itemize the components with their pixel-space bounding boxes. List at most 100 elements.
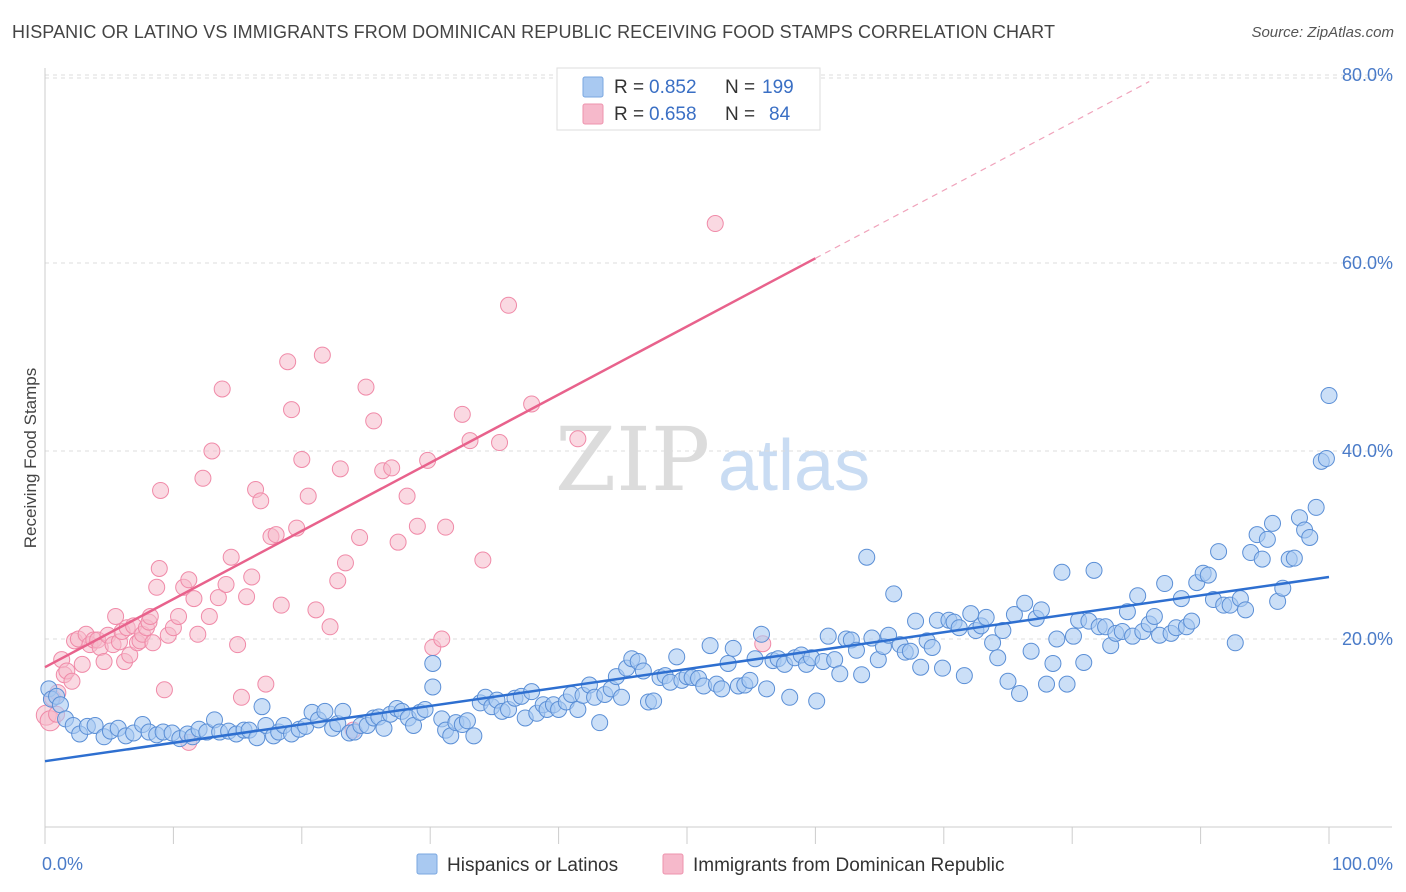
point-dominican-89 xyxy=(491,434,509,452)
tick-labels: 20.0% 40.0% 60.0% 80.0% 0.0% 100.0% xyxy=(42,65,1393,874)
point-hispanic-174 xyxy=(1058,675,1076,693)
point-dominican-44 xyxy=(189,625,207,643)
point-dominican-54 xyxy=(238,588,256,606)
point-hispanic-219 xyxy=(1301,528,1319,546)
point-dominican-67 xyxy=(307,601,325,619)
point-hispanic-146 xyxy=(907,612,925,630)
point-hispanic-111 xyxy=(713,680,731,698)
point-dominican-45 xyxy=(194,469,212,487)
point-dominican-65 xyxy=(293,450,311,468)
legend-n-label-2: N = xyxy=(725,104,755,125)
legend-r-label-2: R = xyxy=(614,104,644,125)
y-tick-label-3: 80.0% xyxy=(1342,65,1393,85)
point-dominican-79 xyxy=(389,533,407,551)
point-hispanic-159 xyxy=(977,608,995,626)
point-hispanic-171 xyxy=(1044,654,1062,672)
point-dominican-47 xyxy=(203,442,221,460)
point-dominican-37 xyxy=(155,681,173,699)
point-dominican-71 xyxy=(331,460,349,478)
point-dominican-90 xyxy=(500,296,518,314)
point-dominican-8 xyxy=(63,672,81,690)
watermark-zip: ZIP xyxy=(555,408,710,511)
point-hispanic-123 xyxy=(781,688,799,706)
point-dominican-57 xyxy=(252,492,270,510)
point-hispanic-142 xyxy=(885,585,903,603)
point-hispanic-85 xyxy=(569,701,587,718)
point-dominican-60 xyxy=(267,526,285,544)
point-hispanic-60 xyxy=(424,678,442,696)
point-dominican-81 xyxy=(408,517,426,535)
point-dominican-36 xyxy=(152,481,170,499)
point-dominican-46 xyxy=(200,607,218,625)
point-hispanic-31 xyxy=(253,698,271,716)
point-dominican-86 xyxy=(453,405,471,423)
point-dominican-84 xyxy=(433,630,451,648)
x-tick-label-0: 0.0% xyxy=(42,854,83,874)
point-hispanic-170 xyxy=(1038,675,1056,693)
point-hispanic-89 xyxy=(591,714,609,732)
point-dominican-63 xyxy=(283,401,301,419)
point-hispanic-210 xyxy=(1253,550,1271,568)
point-hispanic-131 xyxy=(826,651,844,669)
legend-r-label-1: R = xyxy=(614,77,644,98)
point-hispanic-118 xyxy=(752,625,770,643)
watermark-atlas: atlas xyxy=(718,426,870,506)
point-hispanic-41 xyxy=(316,702,334,720)
point-hispanic-169 xyxy=(1032,601,1050,619)
point-dominican-76 xyxy=(365,412,383,430)
point-dominican-33 xyxy=(144,634,162,652)
legend-bottom: Hispanics or Latinos Immigrants from Dom… xyxy=(416,853,1005,876)
point-dominican-49 xyxy=(213,380,231,398)
point-dominican-92 xyxy=(569,430,587,448)
y-tick-label-2: 60.0% xyxy=(1342,253,1393,273)
point-hispanic-66 xyxy=(458,712,476,730)
point-hispanic-116 xyxy=(741,671,759,689)
legend-n-value-2: 84 xyxy=(769,104,791,125)
point-dominican-25 xyxy=(121,646,139,664)
point-hispanic-149 xyxy=(923,638,941,656)
point-dominican-48 xyxy=(209,589,227,607)
point-hispanic-113 xyxy=(724,639,742,657)
trend-line-dominican-extension xyxy=(815,81,1150,259)
point-dominican-42 xyxy=(180,571,198,589)
point-hispanic-154 xyxy=(950,619,968,637)
point-hispanic-8 xyxy=(86,716,104,734)
point-dominican-11 xyxy=(73,655,91,673)
legend-r-value-1: 0.852 xyxy=(649,77,697,98)
point-dominican-51 xyxy=(222,548,240,566)
point-hispanic-145 xyxy=(901,642,919,660)
point-dominican-72 xyxy=(336,554,354,572)
point-hispanic-119 xyxy=(758,680,776,698)
legend-bottom-label-1: Hispanics or Latinos xyxy=(447,855,618,876)
point-dominican-35 xyxy=(150,560,168,577)
point-hispanic-192 xyxy=(1156,575,1174,593)
point-dominican-78 xyxy=(383,459,401,477)
legend-n-value-1: 199 xyxy=(762,77,794,98)
point-hispanic-58 xyxy=(416,701,434,718)
point-hispanic-130 xyxy=(819,627,837,645)
point-dominican-43 xyxy=(185,590,203,608)
point-hispanic-222 xyxy=(1317,450,1335,468)
point-hispanic-172 xyxy=(1048,630,1066,648)
point-hispanic-223 xyxy=(1320,387,1338,405)
legend-swatch-blue xyxy=(582,76,604,98)
point-hispanic-185 xyxy=(1118,603,1136,621)
point-hispanic-128 xyxy=(808,692,826,710)
point-hispanic-211 xyxy=(1258,530,1276,548)
point-dominican-70 xyxy=(329,572,347,590)
legend-r-value-2: 0.658 xyxy=(649,104,697,125)
chart-title: HISPANIC OR LATINO VS IMMIGRANTS FROM DO… xyxy=(12,22,1056,42)
point-dominican-74 xyxy=(351,528,369,546)
source-label: Source: ZipAtlas.com xyxy=(1251,24,1394,41)
point-dominican-55 xyxy=(243,568,261,586)
point-dominican-34 xyxy=(148,578,166,596)
point-dominican-52 xyxy=(229,636,247,654)
point-hispanic-109 xyxy=(701,637,719,655)
legend-bottom-label-2: Immigrants from Dominican Republic xyxy=(693,855,1005,876)
trend-lines xyxy=(44,81,1330,763)
gridlines xyxy=(45,74,1392,640)
point-hispanic-202 xyxy=(1210,543,1228,561)
point-dominican-68 xyxy=(313,346,331,364)
point-hispanic-179 xyxy=(1085,561,1103,579)
